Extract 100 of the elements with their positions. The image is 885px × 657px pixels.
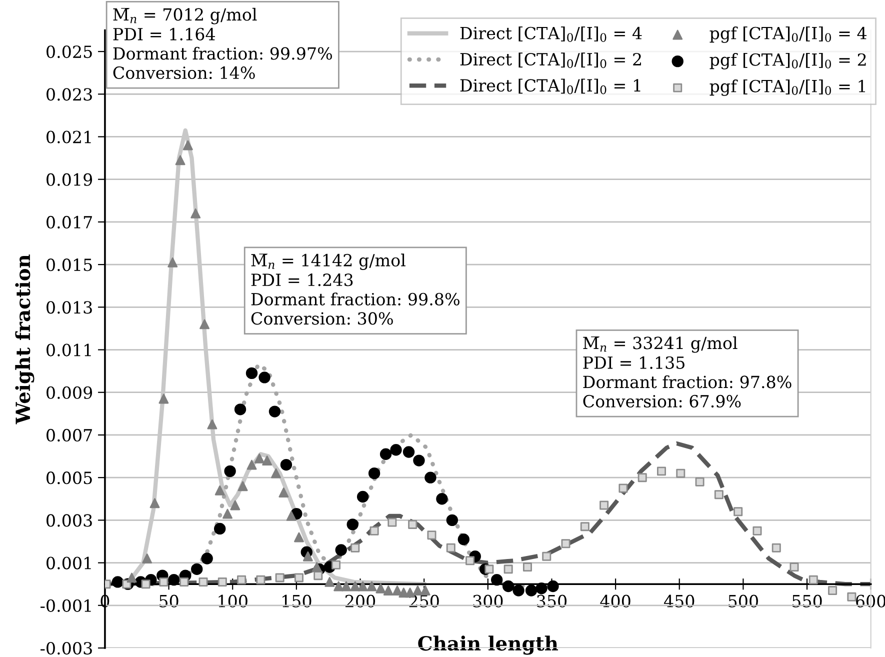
y-tick-label: 0.019 [46,173,92,186]
y-tick-label: 0.015 [46,258,92,272]
point [234,404,246,416]
point [413,454,425,466]
point [314,571,323,580]
legend-label: pgf [CTA]$_{0}$/[I]$_{0}$ = 4 [710,26,867,43]
point [828,586,838,595]
point [332,560,340,570]
y-tick-label: 0.001 [46,556,91,570]
point [214,485,225,496]
legend-label: pgf [CTA]$_{0}$/[I]$_{0}$ = 2 [710,53,866,70]
point [484,564,494,574]
point [254,453,264,464]
point [561,539,570,548]
point [772,543,781,552]
y-tick-label: 0.017 [46,216,92,229]
point [112,576,124,588]
point [358,581,368,592]
point [695,477,704,486]
point [350,543,360,552]
legend-label: Direct [CTA]$_{0}$/[I]$_{0}$ = 1 [460,78,640,94]
point [420,586,430,596]
point [324,576,335,587]
point [141,580,150,589]
annotation: M̅$_{n}$ = 14142 g/mol PDI = 1.243 Dormant fraction: 99.8% Conversion: 30% [251,254,460,325]
point [280,458,292,471]
point [246,460,257,470]
point [346,518,358,530]
point [168,574,180,586]
point [268,406,281,418]
point [294,532,304,542]
point [502,580,514,592]
point [366,581,377,592]
point [180,577,189,586]
y-axis-title: Weight fraction [15,254,34,424]
legend-label: Direct [CTA]$_{0}$/[I]$_{0}$ = 4 [460,26,642,42]
point [657,466,666,476]
y-tick-label: 0.013 [46,301,92,314]
point [150,498,160,508]
point [547,580,559,592]
point [275,573,284,582]
point [207,419,218,430]
point [200,319,210,330]
point [312,562,322,572]
y-tick-label: 0.005 [46,472,92,484]
point [390,444,402,456]
point [271,468,281,478]
point [230,500,240,510]
point [536,582,548,594]
point [734,507,743,516]
y-tick-label: 0.025 [46,45,92,58]
point [676,468,686,478]
point [256,575,266,584]
point [618,484,628,493]
point [580,522,590,532]
point [808,575,818,584]
point [525,584,538,596]
point [175,155,186,166]
point [126,572,137,583]
point [182,140,193,150]
point [368,467,380,480]
point [392,586,402,596]
point [198,577,208,586]
point [542,552,552,561]
point [790,562,799,572]
y-tick-label: -0.001 [40,599,91,612]
point [458,534,470,546]
point [218,577,227,586]
point [334,581,344,592]
point [159,577,168,586]
point [356,490,369,503]
point [214,522,226,535]
point [446,543,456,552]
point [278,488,289,498]
y-tick-label: 0.007 [46,428,92,442]
point [190,208,201,218]
point [142,554,152,564]
point [402,446,415,458]
point [302,551,313,562]
point [341,581,352,592]
point [286,510,296,521]
point [294,573,304,582]
point [490,574,503,586]
point [350,581,360,592]
point [370,526,379,536]
point [262,456,272,466]
y-tick-label: 0.009 [46,386,92,399]
point [752,526,762,536]
point [504,564,513,574]
annotation: M̅$_{n}$ = 7012 g/mol PDI = 1.164 Dormant fraction: 99.97% Conversion: 14% [113,8,332,80]
point [446,514,458,526]
point [388,518,397,527]
point [408,520,418,529]
point [238,481,248,492]
legend-label: pgf [CTA]$_{0}$/[I]$_{0}$ = 1 [710,80,866,96]
point [201,552,213,564]
y-tick-label: -0.003 [40,642,92,655]
point [335,544,347,556]
point [380,448,392,460]
point [376,583,386,594]
